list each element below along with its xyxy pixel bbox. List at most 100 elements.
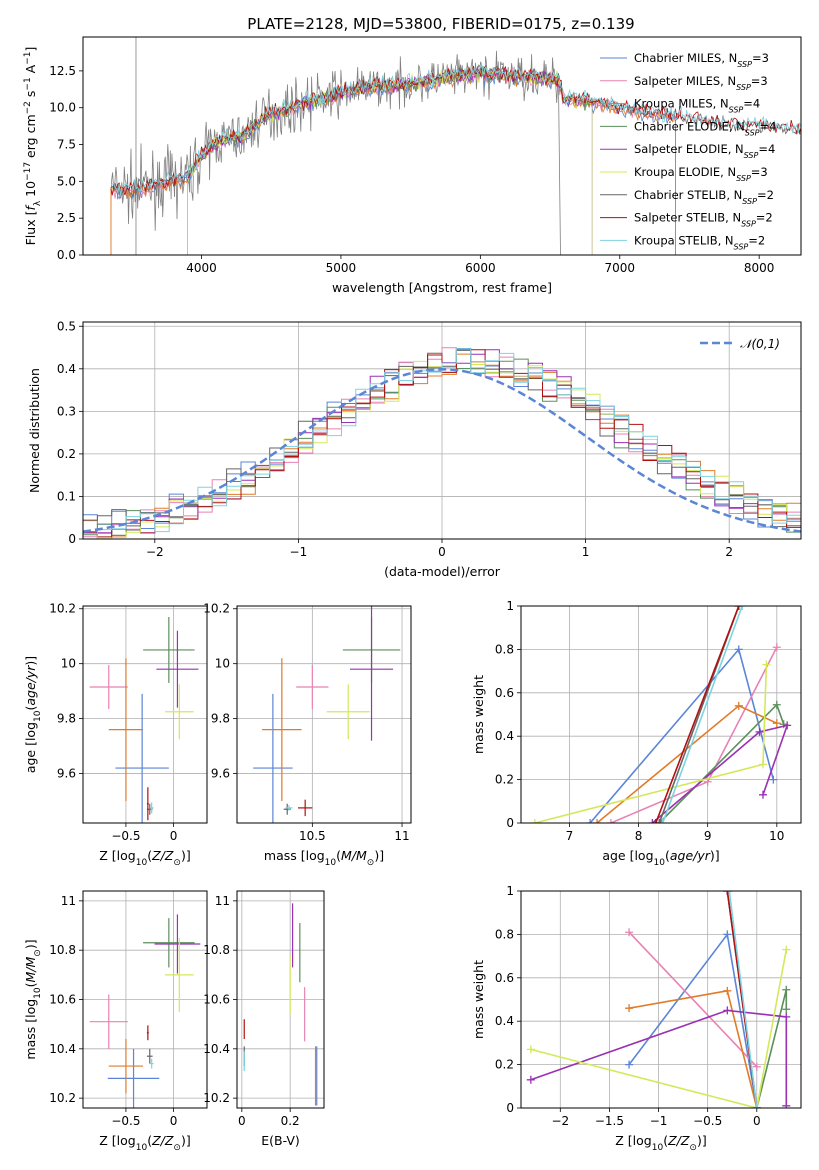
weight-marker — [734, 645, 743, 654]
y-tick-label: 10.4 — [203, 1042, 230, 1056]
errorbar-point — [108, 1038, 144, 1094]
x-axis-label-part: 10 — [136, 858, 148, 868]
weight-marker — [723, 1006, 732, 1015]
axes-frame — [236, 605, 412, 824]
y-tick-label: 10.2 — [49, 1091, 76, 1105]
plot-area-weight_vs_age — [530, 606, 792, 823]
legend-label-text: Chabrier MILES, N — [634, 51, 737, 65]
normal-reference-curve — [83, 368, 801, 533]
y-tick-label: 5.0 — [57, 174, 76, 188]
legend-label-sub: SSP — [734, 242, 749, 251]
y-axis-label-part: age [ — [23, 741, 38, 773]
weight-marker — [625, 928, 634, 937]
y-tick-label: 0.8 — [495, 927, 514, 941]
y-axis-label-part: Normed distribution — [27, 368, 42, 493]
weight-marker — [658, 819, 667, 823]
x-tick-label: 0 — [170, 1114, 178, 1128]
legend-label-tail: =4 — [743, 97, 760, 111]
weight-marker — [738, 606, 747, 610]
x-axis-label-part: ( — [665, 848, 670, 863]
x-axis-label-part: ⊙ — [689, 1143, 697, 1153]
weight-line-salpeter-miles — [628, 931, 758, 1068]
y-tick-label: 10.2 — [203, 1091, 230, 1105]
x-axis-label-part: M/M — [341, 848, 367, 863]
weight-marker — [782, 985, 791, 994]
panel-spectrum: 4000 5000 6000 7000 8000 0.0 2.5 5.0 7.5 10.0 12.5… — [23, 36, 802, 295]
y-axis-label-part: mass [ — [23, 1018, 38, 1060]
x-axis-label-part: age [ — [602, 848, 634, 863]
y-tick-label: 0.2 — [57, 447, 76, 461]
legend-label-tail: =2 — [748, 233, 765, 247]
legend-label: Chabrier MILES, NSSP=3 — [634, 51, 769, 69]
legend-label-text: Salpeter STELIB, N — [634, 211, 741, 225]
x-tick-label: 2 — [725, 545, 733, 559]
panel-mass_vs_ebv: 0 0.2 10.2 10.4 10.6 10.8 11 E(B-V) — [203, 890, 325, 1148]
legend-label: Kroupa MILES, NSSP=4 — [634, 97, 760, 115]
y-tick-label: 10.2 — [49, 602, 76, 616]
errorbar-point — [89, 994, 128, 1049]
y-axis-label-part: erg cm — [23, 114, 38, 162]
legend-label: 𝒩(0,1) — [740, 337, 780, 351]
x-axis-label-part: ⊙ — [173, 858, 181, 868]
legend-label-tail: =4 — [758, 142, 775, 156]
y-tick-label: 12.5 — [49, 64, 76, 78]
observed-spectrum — [110, 50, 561, 255]
y-tick-label: 10 — [61, 657, 76, 671]
y-axis-label-part: −2 — [23, 101, 33, 114]
legend-label-text: Salpeter ELODIE, N — [634, 142, 744, 156]
x-tick-label: 7 — [566, 829, 574, 843]
panel-weight_vs_Z: −2 −1.5 −1 −0.5 0 0 0.2 0.4 0.6 0.8 1 Z [log10(Z/Z⊙… — [471, 884, 802, 1153]
x-axis-label-part: Z/Z — [667, 1133, 690, 1148]
weight-line-salpeter-elodie — [651, 724, 789, 823]
y-tick-label: 0.6 — [495, 971, 514, 985]
x-axis-label-part: ( — [147, 848, 152, 863]
x-axis-label-part: 10 — [325, 858, 337, 868]
weight-marker — [752, 1062, 761, 1071]
plot-area-spectrum — [110, 37, 801, 255]
y-tick-label: 0.0 — [57, 248, 76, 262]
y-axis-label-part: log — [23, 999, 38, 1018]
y-tick-label: 0.4 — [495, 729, 514, 743]
legend-label-sub: SSP — [745, 128, 760, 137]
x-tick-label: 4000 — [186, 261, 217, 275]
y-tick-label: 10.8 — [49, 943, 76, 957]
x-tick-label: −0.5 — [111, 829, 140, 843]
legend-label-text: Kroupa ELODIE, N — [634, 165, 736, 179]
y-axis-label-part: 10 — [33, 987, 43, 999]
weight-marker — [755, 727, 764, 736]
plot-area-mass_vs_Z — [89, 914, 201, 1108]
errorbar-point — [285, 805, 293, 811]
y-tick-label: 0.1 — [57, 489, 76, 503]
x-tick-label: −0.5 — [693, 1114, 722, 1128]
weight-marker — [734, 606, 743, 610]
y-tick-label: 0 — [506, 816, 514, 830]
y-axis-label-part: f — [23, 205, 38, 211]
x-tick-label: −2 — [551, 1114, 569, 1128]
errorbar-point — [165, 684, 194, 740]
y-axis-label-part: 10 — [23, 181, 38, 197]
errorbar-point — [115, 693, 169, 823]
y-tick-label: 10.2 — [203, 602, 230, 616]
errorbar-point — [283, 803, 291, 815]
errorbar-point — [143, 918, 195, 968]
x-axis-label-part: )] — [374, 848, 384, 863]
y-tick-label: 9.8 — [57, 712, 76, 726]
model-spectrum-kroupa-stelib — [110, 62, 801, 196]
weight-marker — [758, 790, 767, 799]
weight-marker — [651, 819, 660, 823]
weight-marker — [772, 643, 781, 652]
legend-label-tail: =3 — [751, 74, 768, 88]
y-tick-label: 0.4 — [495, 1014, 514, 1028]
weight-marker — [758, 760, 767, 769]
x-tick-label: 0 — [170, 829, 178, 843]
legend-label-tail: =2 — [756, 211, 773, 225]
x-axis-label: wavelength [Angstrom, rest frame] — [332, 280, 552, 295]
weight-marker — [625, 1004, 634, 1013]
x-axis-label-part: 10 — [136, 1143, 148, 1153]
model-spectrum-chabrier-stelib — [110, 64, 801, 198]
x-axis-label-part: log — [117, 848, 136, 863]
weight-marker — [782, 945, 791, 954]
weight-marker — [648, 819, 657, 823]
errorbar-point — [143, 616, 195, 683]
errorbar-point — [297, 799, 313, 817]
